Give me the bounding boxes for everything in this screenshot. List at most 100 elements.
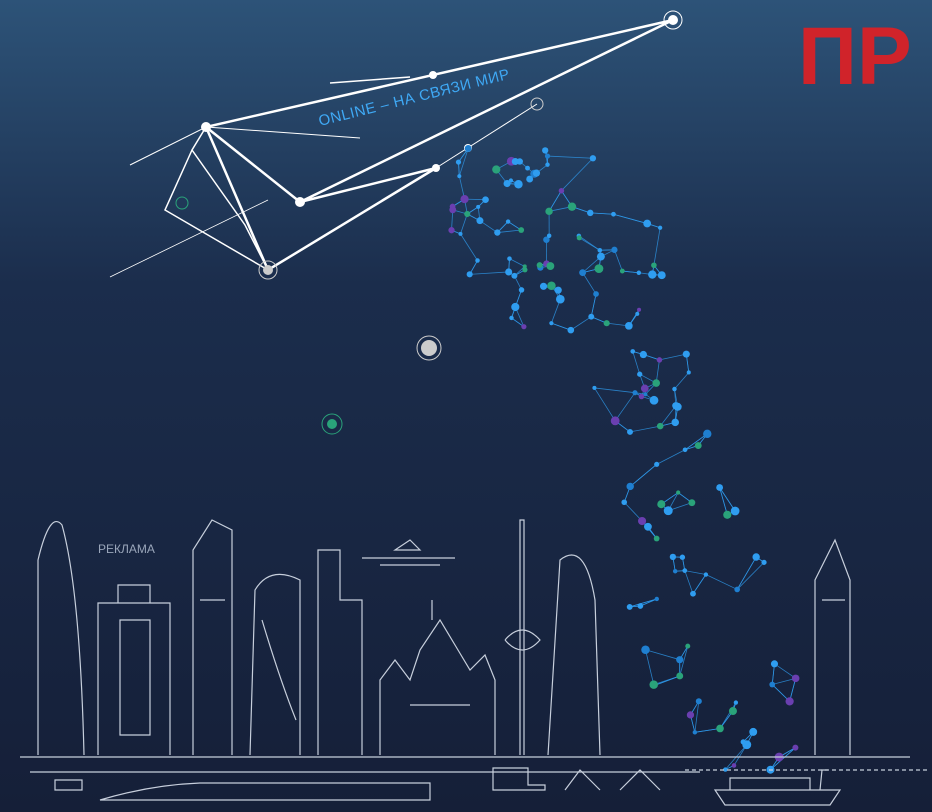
node — [555, 287, 562, 294]
node — [547, 234, 551, 238]
node — [723, 511, 731, 519]
node — [734, 587, 740, 593]
node — [683, 447, 688, 452]
node — [654, 462, 659, 467]
node — [568, 327, 575, 334]
node — [771, 660, 778, 667]
node — [518, 227, 524, 233]
node — [731, 507, 740, 516]
node — [734, 700, 738, 704]
node — [657, 357, 662, 362]
node — [494, 229, 500, 235]
node — [626, 483, 633, 490]
node — [637, 271, 642, 276]
node — [640, 351, 647, 358]
node — [650, 396, 659, 405]
node — [476, 217, 483, 224]
node — [448, 227, 454, 233]
node — [546, 262, 554, 270]
node — [643, 220, 651, 228]
poster: ПР ONLINE – НА СВЯЗИ МИР — [0, 0, 932, 812]
node — [590, 155, 596, 161]
node — [482, 196, 489, 203]
node — [625, 322, 633, 330]
node — [620, 269, 625, 274]
node — [588, 314, 594, 320]
node — [511, 273, 517, 279]
node — [593, 291, 599, 297]
node — [703, 430, 711, 438]
node — [761, 560, 766, 565]
node — [458, 232, 462, 236]
node — [641, 385, 649, 393]
node — [549, 321, 553, 325]
node — [696, 698, 702, 704]
node — [467, 271, 473, 277]
node — [464, 211, 470, 217]
node — [683, 351, 690, 358]
node — [526, 176, 533, 183]
node — [547, 281, 556, 290]
node — [637, 308, 641, 312]
node — [598, 248, 603, 253]
node — [475, 258, 480, 263]
node — [676, 673, 683, 680]
node — [627, 429, 633, 435]
node — [460, 195, 468, 203]
node — [695, 442, 702, 449]
node — [611, 416, 620, 425]
node — [545, 153, 550, 158]
node — [537, 262, 543, 268]
node — [657, 423, 664, 430]
node — [690, 591, 696, 597]
node — [587, 210, 593, 216]
node — [511, 303, 519, 311]
node — [637, 372, 642, 377]
node — [540, 283, 547, 290]
node — [769, 682, 775, 688]
node — [651, 262, 657, 268]
node — [658, 226, 662, 230]
node — [792, 745, 798, 751]
node — [732, 763, 737, 768]
node — [652, 379, 660, 387]
node — [685, 644, 690, 649]
node — [752, 553, 759, 560]
node — [671, 419, 679, 427]
node — [545, 162, 549, 166]
node — [716, 725, 724, 733]
node — [630, 349, 635, 354]
node — [655, 597, 659, 601]
node — [533, 170, 540, 177]
node — [611, 247, 617, 253]
node — [506, 219, 510, 223]
node — [521, 324, 526, 329]
node — [635, 312, 639, 316]
node — [676, 656, 683, 663]
node — [644, 523, 652, 531]
node — [682, 568, 687, 573]
node — [512, 158, 519, 165]
node — [559, 188, 564, 193]
node — [456, 159, 461, 164]
node — [664, 506, 673, 515]
node — [639, 394, 645, 400]
node — [693, 730, 697, 734]
node — [632, 390, 637, 395]
node — [556, 295, 565, 304]
node — [519, 287, 525, 293]
node — [638, 517, 646, 525]
node — [648, 270, 656, 278]
node — [689, 499, 696, 506]
node — [638, 603, 644, 609]
node — [627, 604, 633, 610]
node — [611, 212, 616, 217]
node — [514, 180, 522, 188]
node — [674, 403, 682, 411]
node — [604, 320, 610, 326]
node — [687, 370, 691, 374]
node — [649, 680, 658, 689]
node — [504, 180, 511, 187]
node — [621, 499, 627, 505]
node — [654, 536, 660, 542]
